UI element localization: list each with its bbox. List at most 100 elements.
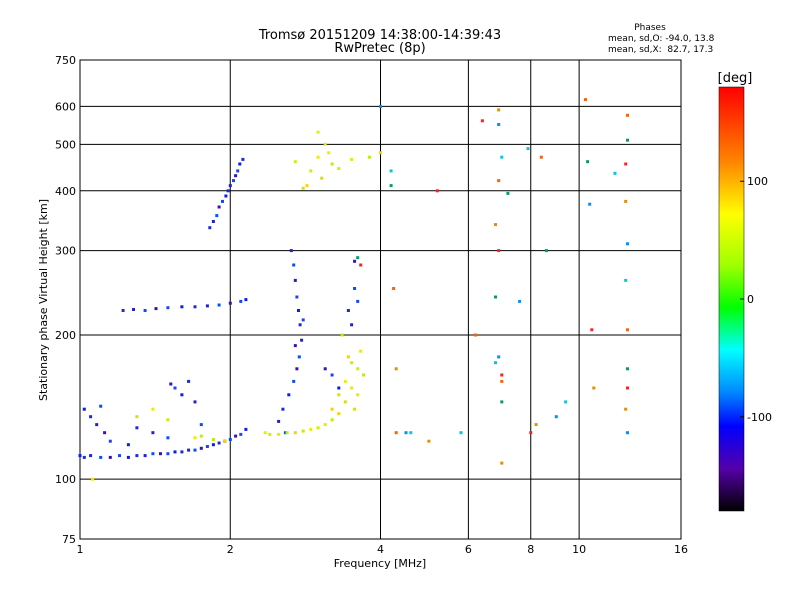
x-tick-labels: 1 2 4 6 8 10 16 bbox=[77, 543, 689, 556]
data-point bbox=[95, 423, 99, 427]
data-points bbox=[78, 98, 629, 481]
data-point bbox=[298, 323, 302, 327]
data-point bbox=[103, 431, 107, 435]
data-point bbox=[350, 157, 354, 161]
colorbar-tick-label: 100 bbox=[747, 175, 768, 188]
data-point bbox=[208, 226, 212, 230]
data-point bbox=[287, 393, 291, 397]
data-point bbox=[624, 199, 628, 203]
x-tick-label: 4 bbox=[377, 543, 384, 556]
chart-subtitle: RwPretec (8p) bbox=[334, 41, 425, 56]
data-point bbox=[295, 295, 299, 299]
data-point bbox=[497, 123, 501, 126]
data-point bbox=[193, 305, 197, 309]
data-point bbox=[356, 393, 360, 397]
data-point bbox=[323, 142, 327, 146]
data-point bbox=[330, 407, 334, 411]
data-point bbox=[626, 242, 629, 246]
data-point bbox=[199, 434, 203, 438]
data-point bbox=[293, 278, 297, 282]
data-point bbox=[330, 418, 334, 422]
data-point bbox=[169, 382, 173, 386]
data-point bbox=[500, 373, 504, 377]
data-point bbox=[301, 318, 305, 322]
colorbar-tick-label: -100 bbox=[747, 411, 772, 424]
data-point bbox=[135, 426, 139, 430]
data-point bbox=[215, 214, 219, 218]
data-point bbox=[497, 249, 501, 253]
data-point bbox=[292, 263, 296, 267]
data-point bbox=[293, 344, 297, 348]
data-point bbox=[99, 455, 103, 459]
x-tick-label: 6 bbox=[465, 543, 472, 556]
x-tick-label: 8 bbox=[527, 543, 534, 556]
data-point bbox=[295, 367, 299, 371]
data-point bbox=[151, 452, 155, 456]
data-point bbox=[359, 349, 363, 353]
data-point bbox=[121, 309, 125, 312]
y-tick-labels: 75 100 200 300 400 500 600 750 bbox=[55, 54, 76, 546]
data-point bbox=[494, 295, 497, 299]
data-point bbox=[135, 415, 139, 419]
data-point bbox=[297, 309, 300, 312]
y-tick-label: 400 bbox=[55, 185, 76, 198]
y-tick-label: 600 bbox=[55, 100, 76, 113]
data-point bbox=[394, 431, 398, 435]
data-point bbox=[281, 407, 285, 411]
data-point bbox=[389, 184, 393, 188]
data-point bbox=[166, 452, 170, 456]
data-point bbox=[228, 184, 232, 188]
data-point bbox=[526, 147, 530, 151]
data-point bbox=[624, 162, 628, 166]
stats-line-o: mean, sd,O: -94.0, 13.8 bbox=[608, 34, 715, 44]
data-point bbox=[193, 448, 197, 452]
stats-title: Phases bbox=[634, 23, 666, 33]
data-point bbox=[289, 249, 293, 253]
y-axis-label: Stationary phase Virtual Height [km] bbox=[37, 199, 50, 401]
data-point bbox=[277, 432, 281, 436]
x-tick-label: 1 bbox=[77, 543, 84, 556]
data-point bbox=[500, 379, 504, 383]
data-point bbox=[301, 186, 305, 190]
data-point bbox=[427, 439, 431, 443]
data-point bbox=[343, 379, 347, 383]
data-point bbox=[277, 419, 281, 423]
data-point bbox=[143, 309, 147, 312]
data-point bbox=[624, 278, 628, 282]
data-point bbox=[626, 431, 629, 435]
data-point bbox=[99, 404, 103, 408]
colorbar bbox=[718, 86, 745, 512]
data-point bbox=[228, 438, 232, 441]
data-point bbox=[108, 455, 112, 459]
data-point bbox=[316, 426, 320, 430]
x-tick-label: 16 bbox=[674, 543, 688, 556]
data-point bbox=[362, 373, 366, 377]
data-point bbox=[409, 431, 413, 435]
data-point bbox=[78, 454, 82, 458]
colorbar-label: [deg] bbox=[718, 71, 753, 86]
data-point bbox=[118, 454, 121, 458]
x-tick-label: 10 bbox=[572, 543, 586, 556]
data-point bbox=[180, 393, 184, 397]
data-point bbox=[323, 367, 327, 371]
data-point bbox=[217, 441, 221, 445]
data-point bbox=[626, 367, 629, 371]
data-point bbox=[132, 308, 135, 311]
data-point bbox=[297, 355, 301, 359]
data-point bbox=[337, 167, 341, 171]
data-point bbox=[379, 151, 382, 155]
data-point bbox=[586, 160, 590, 164]
data-point bbox=[89, 454, 93, 458]
data-point bbox=[404, 431, 408, 435]
data-point bbox=[151, 407, 155, 411]
data-point bbox=[497, 179, 501, 183]
data-point bbox=[350, 386, 354, 390]
data-point bbox=[330, 162, 334, 166]
data-point bbox=[234, 174, 238, 178]
data-point bbox=[238, 162, 242, 166]
data-point bbox=[211, 443, 215, 447]
data-point bbox=[500, 461, 504, 465]
data-point bbox=[205, 304, 209, 308]
data-point bbox=[223, 439, 227, 443]
y-tick-label: 100 bbox=[55, 473, 76, 486]
